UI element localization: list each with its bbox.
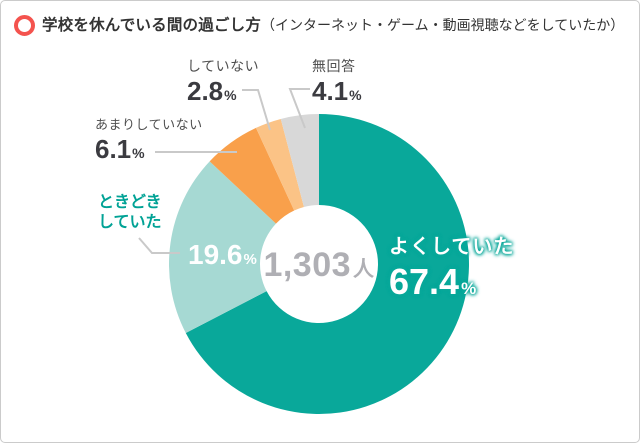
callout-amari-number: 6.1 [95,133,132,164]
donut-chart [168,114,469,414]
page-title-main: 学校を休んでいる間の過ごし方 [42,17,262,34]
page-title-sub: （インターネット・ゲーム・動画視聴などをしていたか） [261,17,625,33]
callout-tokidoki-label: ときどきしていた [98,194,162,231]
ring-icon [14,15,35,36]
callout-amari: あまりしていない 6.1% [95,117,203,162]
slice-value-tokidoki-number: 19.6 [188,239,243,270]
callout-mukaitou-number: 4.1 [312,75,349,106]
percent-sign: % [461,279,477,298]
leader-line-mukaitou [288,88,310,129]
callout-amari-label: あまりしていない [95,117,203,132]
percent-sign: % [243,251,257,268]
callout-shiteinai-number: 2.8 [187,75,224,106]
donut-segment-yoku-shiteita [185,114,469,414]
slice-value-yoku-number: 67.4 [389,261,460,302]
callout-mukaitou-value: 4.1% [312,78,362,104]
callout-amari-value: 6.1% [95,136,203,162]
donut-segment-tokidoki-shiteita [168,161,276,333]
callout-shiteinai-label: していない [187,58,260,74]
slice-value-tokidoki: 19.6% [188,241,257,269]
center-total-unit: 人 [353,258,375,281]
title-row: 学校を休んでいる間の過ごし方（インターネット・ゲーム・動画視聴などをしていたか） [14,13,624,38]
slice-label-yoku: よくしていた [389,236,515,258]
percent-sign: % [224,86,237,103]
donut-segment-mukaitou [280,114,319,207]
page-title: 学校を休んでいる間の過ごし方（インターネット・ゲーム・動画視聴などをしていたか） [42,13,624,38]
callout-shiteinai: していない 2.8% [187,58,259,104]
slice-label-yoku-block: よくしていた 67.4% [389,237,514,300]
slice-value-yoku: 67.4% [389,264,514,300]
donut-segment-shiteinai [255,118,304,211]
callout-mukaitou: 無回答 4.1% [312,58,362,104]
leader-line-shiteinai [242,89,271,131]
leader-line-tokidoki [138,237,180,254]
percent-sign: % [132,144,145,161]
percent-sign: % [349,86,362,103]
callout-mukaitou-label: 無回答 [312,58,356,74]
callout-shiteinai-value: 2.8% [187,78,259,104]
center-total: 1,303人 [263,248,374,282]
center-total-number: 1,303 [263,246,352,284]
